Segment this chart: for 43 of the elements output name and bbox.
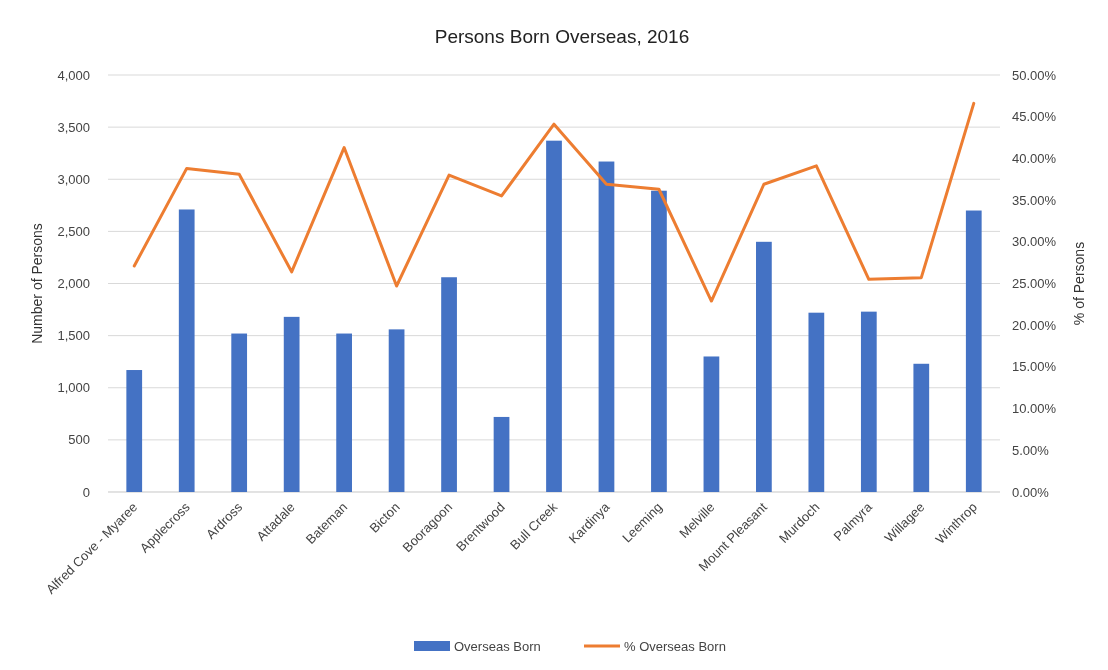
y2-tick-label: 35.00% — [1012, 192, 1057, 208]
y-tick-label: 3,500 — [57, 119, 90, 135]
y-tick-label: 0 — [82, 484, 90, 500]
bar — [860, 311, 877, 492]
line-series — [132, 101, 976, 303]
y2-tick-label: 45.00% — [1012, 109, 1057, 125]
bar — [231, 333, 248, 492]
legend-label: Overseas Born — [454, 638, 541, 654]
y-tick-label: 2,000 — [57, 276, 90, 292]
bar — [493, 416, 510, 492]
y-tick-label: 4,000 — [57, 67, 90, 83]
bar — [283, 316, 300, 492]
bar — [546, 140, 562, 492]
bar — [441, 277, 457, 492]
bar — [388, 329, 405, 492]
bar — [965, 210, 982, 492]
y-tick-label: 500 — [68, 432, 90, 448]
y-tick-label: 1,500 — [57, 328, 90, 344]
bar — [178, 209, 195, 492]
y2-tick-label: 30.00% — [1012, 234, 1057, 250]
y-axis-title: Number of Persons — [29, 223, 45, 344]
bar — [756, 241, 772, 492]
y2-tick-label: 50.00% — [1012, 67, 1057, 83]
y2-tick-label: 10.00% — [1012, 401, 1057, 417]
y2-tick-label: 5.00% — [1012, 442, 1050, 458]
bar — [913, 363, 930, 492]
y2-tick-label: 15.00% — [1012, 359, 1057, 375]
y2-axis-title: % of Persons — [1071, 241, 1087, 326]
y-tick-label: 3,000 — [57, 171, 90, 187]
legend-label: % Overseas Born — [624, 638, 726, 654]
bar — [651, 190, 667, 492]
bar — [126, 370, 143, 492]
bar — [336, 333, 352, 492]
y-tick-label: 1,000 — [57, 380, 90, 396]
bar — [808, 312, 825, 492]
y2-tick-label: 40.00% — [1012, 150, 1057, 166]
y2-tick-label: 0.00% — [1012, 484, 1050, 500]
y2-tick-label: 20.00% — [1012, 317, 1057, 333]
bar — [703, 356, 720, 492]
chart-title: Persons Born Overseas, 2016 — [434, 26, 690, 47]
bar — [598, 161, 615, 492]
y-tick-label: 2,500 — [57, 223, 90, 239]
y2-tick-label: 25.00% — [1012, 276, 1057, 292]
